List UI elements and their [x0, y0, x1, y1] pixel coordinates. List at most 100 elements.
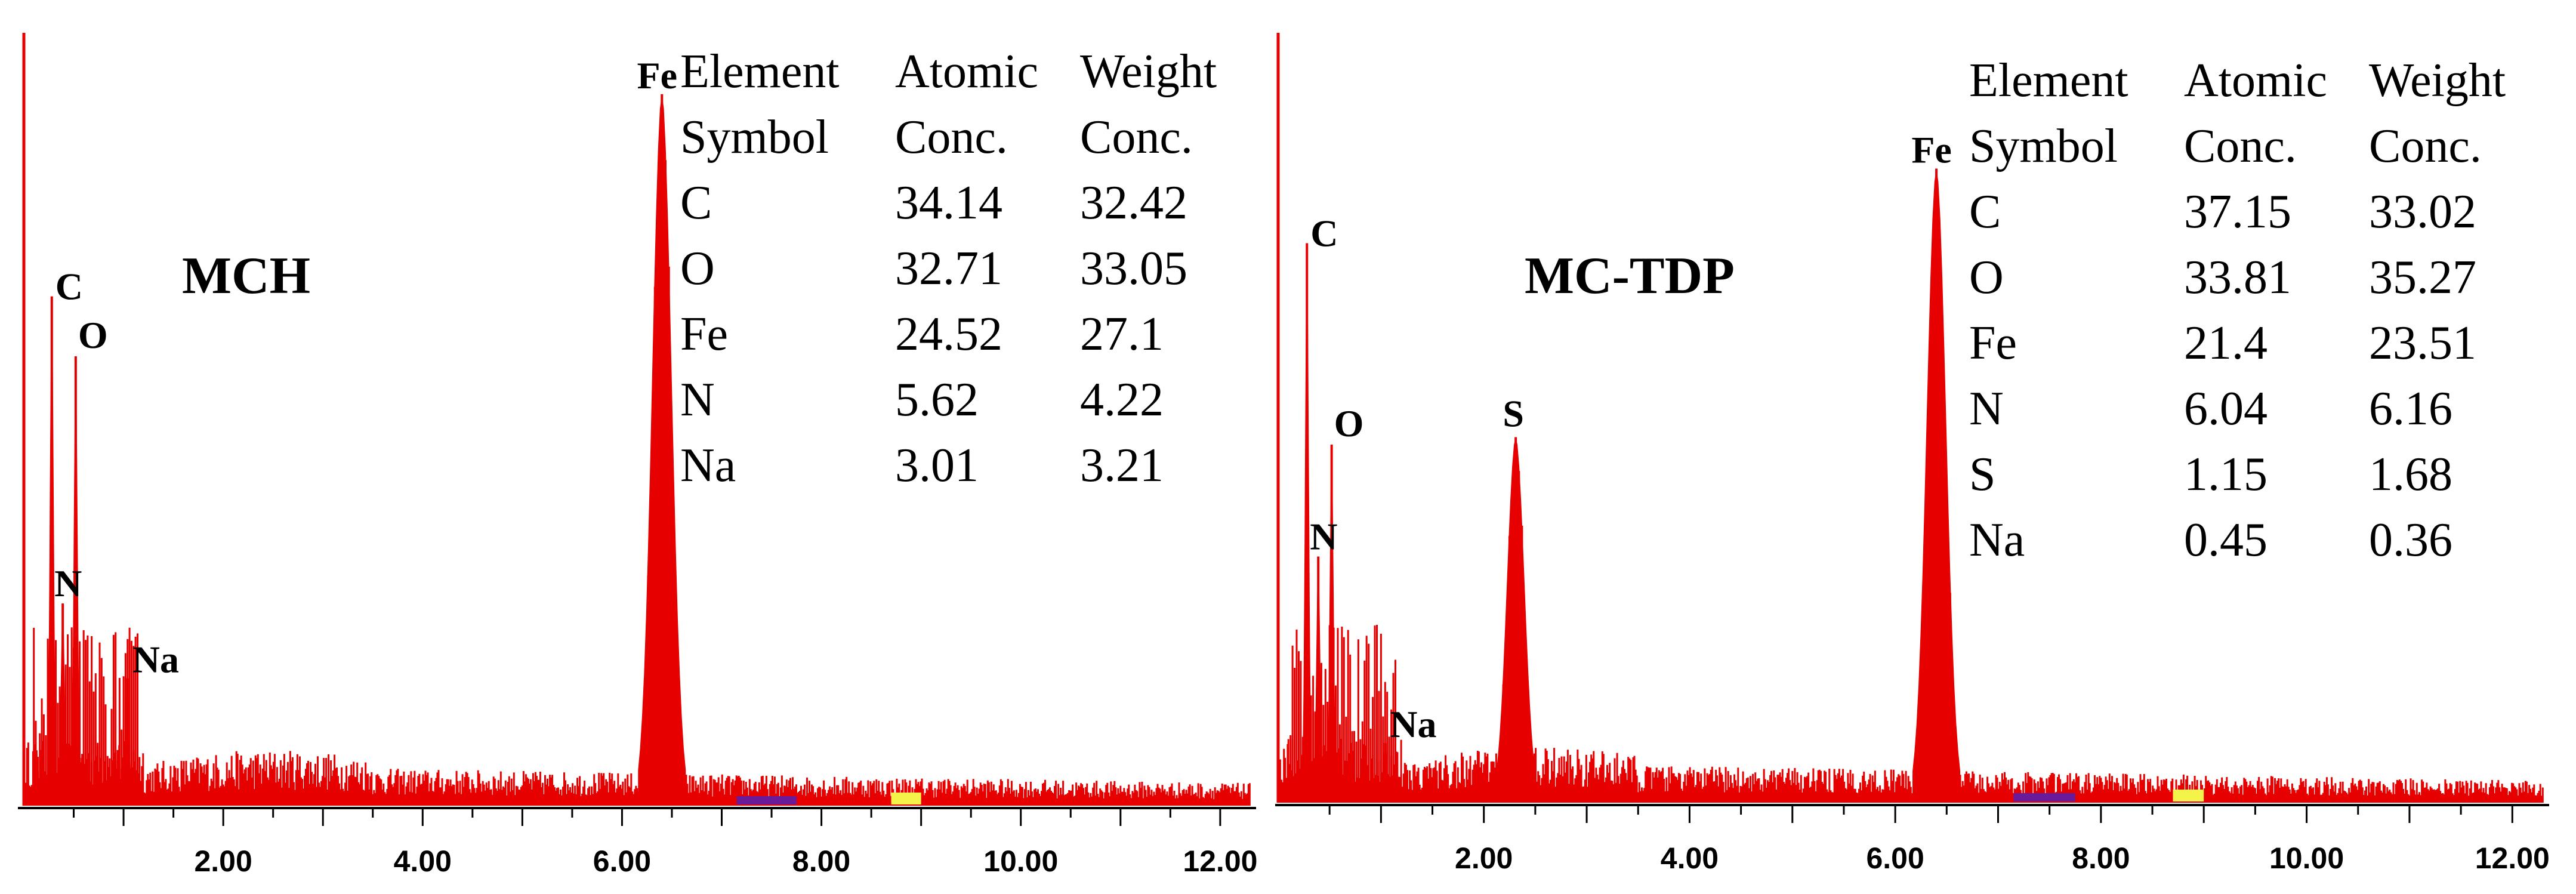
mch-table-row: Fe 24.52 27.1 — [680, 301, 1235, 367]
peak-o: O — [1326, 402, 1364, 803]
element-cell: Fe — [680, 308, 728, 360]
spectrum-background — [24, 740, 1251, 806]
element-cell: O — [680, 242, 715, 295]
x-axis-ticks: 2.00 4.00 6.00 8.00 10.00 12.00 — [73, 808, 1257, 878]
weight-conc-cell: 32.42 — [1080, 177, 1187, 229]
marker-yellow — [2173, 790, 2204, 801]
mch-composition-table: Element Atomic Weight Symbol Conc. Conc. C 34.1… — [680, 39, 1235, 498]
x-tick-label: 8.00 — [2072, 841, 2130, 875]
marker-purple — [736, 796, 797, 804]
mch-table-row: C 34.14 32.42 — [680, 170, 1235, 236]
peak-c: C — [1302, 212, 1338, 803]
peak-label-o: O — [78, 314, 108, 356]
x-tick-label: 12.00 — [2475, 841, 2550, 875]
peak-label-n: N — [1310, 516, 1337, 558]
peak-label-c: C — [55, 266, 83, 308]
element-cell: C — [1969, 186, 2001, 238]
mc-tdp-table-row: Na 0.45 0.36 — [1969, 507, 2524, 573]
peak-o: O — [70, 314, 108, 806]
weight-conc-cell: Conc. — [2369, 120, 2482, 172]
mch-panel-title: MCH — [182, 247, 311, 305]
element-cell: Fe — [1969, 317, 2017, 369]
weight-conc-cell: Conc. — [1080, 111, 1193, 164]
peak-label-n: N — [54, 562, 82, 605]
mc-tdp-table-row: S 1.15 1.68 — [1969, 442, 2524, 507]
element-cell: S — [1969, 448, 1996, 501]
peak-na: Na — [122, 639, 179, 806]
x-tick-label: 10.00 — [2269, 841, 2344, 875]
atomic-conc-cell: Conc. — [2184, 120, 2297, 172]
mc-tdp-table-header-row: Symbol Conc. Conc. — [1969, 113, 2524, 179]
weight-conc-cell: Weight — [2369, 54, 2506, 107]
weight-conc-cell: 0.36 — [2369, 514, 2452, 566]
x-tick-label: 10.00 — [983, 844, 1058, 878]
peak-na: Na — [1380, 703, 1436, 803]
atomic-conc-cell: 24.52 — [895, 308, 1002, 360]
atomic-conc-cell: Atomic — [2184, 54, 2327, 107]
x-axis-ticks: 2.00 4.00 6.00 8.00 10.00 12.00 — [1328, 805, 2550, 875]
x-tick-label: 8.00 — [792, 844, 850, 878]
peak-s: S — [1494, 393, 1538, 803]
x-tick-label: 6.00 — [1866, 841, 1924, 875]
x-tick-label: 4.00 — [1661, 841, 1719, 875]
weight-conc-cell: Weight — [1080, 45, 1217, 98]
spectrum-background — [1279, 737, 2544, 803]
atomic-conc-cell: 3.01 — [895, 439, 979, 492]
atomic-conc-cell: 0.45 — [2184, 514, 2268, 566]
mc-tdp-table-header-row: Element Atomic Weight — [1969, 48, 2524, 113]
peak-label-c: C — [1310, 212, 1338, 255]
element-cell: O — [1969, 251, 2004, 304]
mch-table-row: N 5.62 4.22 — [680, 367, 1235, 433]
marker-purple — [2013, 793, 2075, 801]
mc-tdp-table-row: Fe 21.4 23.51 — [1969, 310, 2524, 376]
x-tick-label: 2.00 — [1455, 841, 1513, 875]
mch-table-row: O 32.71 33.05 — [680, 236, 1235, 301]
weight-conc-cell: 33.02 — [2369, 186, 2476, 238]
atomic-conc-cell: 37.15 — [2184, 186, 2291, 238]
weight-conc-cell: 23.51 — [2369, 317, 2476, 369]
atomic-conc-cell: Conc. — [895, 111, 1008, 164]
peak-fe: Fe — [637, 54, 686, 806]
atomic-conc-cell: Atomic — [895, 45, 1038, 98]
mc-tdp-panel-title: MC-TDP — [1525, 247, 1735, 305]
element-cell: C — [680, 177, 712, 229]
mc-tdp-table-row: N 6.04 6.16 — [1969, 376, 2524, 442]
peak-label-na: Na — [132, 639, 179, 681]
weight-conc-cell: 3.21 — [1080, 439, 1164, 492]
atomic-conc-cell: 33.81 — [2184, 251, 2291, 304]
element-cell: Na — [680, 439, 736, 492]
weight-conc-cell: 6.16 — [2369, 383, 2452, 435]
mch-table-header-row: Element Atomic Weight — [680, 39, 1235, 104]
atomic-conc-cell: 5.62 — [895, 374, 979, 426]
weight-conc-cell: 27.1 — [1080, 308, 1164, 360]
x-tick-label: 4.00 — [394, 844, 452, 878]
peak-label-fe: Fe — [1911, 129, 1952, 171]
mc-tdp-composition-table: Element Atomic Weight Symbol Conc. Conc. C 37.1… — [1969, 48, 2524, 573]
mc-tdp-table-row: C 37.15 33.02 — [1969, 179, 2524, 245]
mc-tdp-table-row: O 33.81 35.27 — [1969, 245, 2524, 310]
mch-table-row: Na 3.01 3.21 — [680, 433, 1235, 498]
element-cell: Na — [1969, 514, 2025, 566]
x-tick-label: 12.00 — [1183, 844, 1257, 878]
element-cell: Element — [1969, 54, 2128, 107]
atomic-conc-cell: 1.15 — [2184, 448, 2268, 501]
peak-fe: Fe — [1911, 129, 1961, 803]
weight-conc-cell: 4.22 — [1080, 374, 1164, 426]
peak-label-s: S — [1503, 393, 1524, 435]
peak-label-na: Na — [1390, 703, 1436, 745]
element-cell: Symbol — [1969, 120, 2118, 172]
peak-label-fe: Fe — [637, 54, 678, 97]
peak-label-o: O — [1334, 402, 1364, 445]
atomic-conc-cell: 6.04 — [2184, 383, 2268, 435]
atomic-conc-cell: 34.14 — [895, 177, 1002, 229]
weight-conc-cell: 1.68 — [2369, 448, 2452, 501]
x-tick-label: 2.00 — [194, 844, 252, 878]
marker-yellow — [891, 793, 921, 804]
element-cell: Symbol — [680, 111, 829, 164]
atomic-conc-cell: 32.71 — [895, 242, 1002, 295]
x-tick-label: 6.00 — [593, 844, 651, 878]
peak-n: N — [54, 562, 82, 806]
